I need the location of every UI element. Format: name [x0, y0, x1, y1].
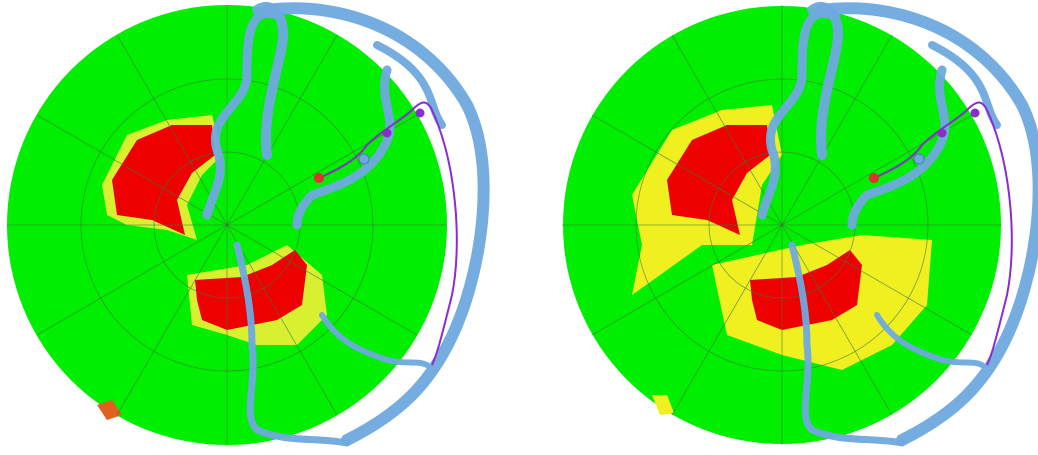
polar-panel [561, 5, 1038, 445]
region-red [667, 125, 770, 235]
region-red [97, 400, 122, 420]
region-yellow [652, 395, 674, 415]
region-red [195, 250, 307, 330]
region-red [750, 250, 862, 330]
polar-panel [6, 5, 484, 445]
region-red [112, 125, 215, 235]
